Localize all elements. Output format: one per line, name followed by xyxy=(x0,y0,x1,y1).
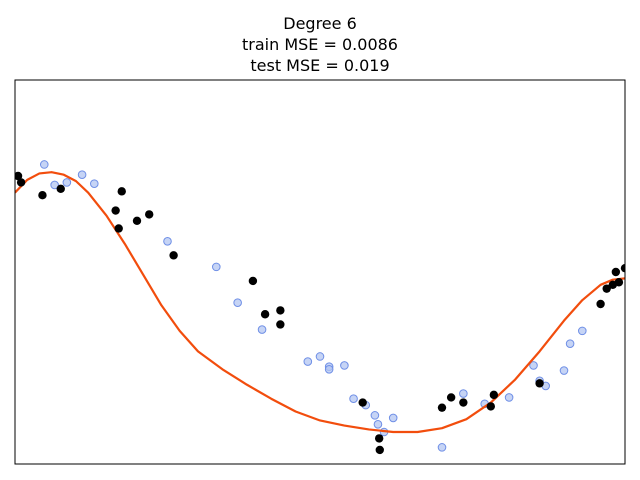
test-point xyxy=(324,364,334,374)
train-point xyxy=(486,402,495,411)
test-point xyxy=(62,178,72,187)
train-point xyxy=(145,210,154,219)
train-point xyxy=(596,299,605,309)
train-point xyxy=(489,390,499,400)
train-point xyxy=(437,403,447,412)
train-point xyxy=(358,398,367,407)
train-point xyxy=(620,263,625,273)
test-point xyxy=(373,420,383,429)
train-point xyxy=(38,191,47,200)
test-point xyxy=(504,393,514,402)
train-point xyxy=(611,267,621,277)
test-point xyxy=(529,361,538,370)
train-point xyxy=(111,206,120,215)
test-point xyxy=(459,389,468,398)
train-point xyxy=(375,445,384,455)
test-point xyxy=(303,357,313,366)
title-test-mse: test MSE = 0.019 xyxy=(250,56,389,75)
test-points-layer xyxy=(39,160,587,452)
title-train-mse: train MSE = 0.0086 xyxy=(242,35,398,54)
train-point xyxy=(260,310,270,319)
test-point xyxy=(50,180,59,190)
test-point xyxy=(315,352,325,361)
train-point xyxy=(56,184,65,193)
test-point xyxy=(77,170,87,180)
test-point xyxy=(163,236,172,246)
train-points-layer xyxy=(15,171,625,455)
test-point xyxy=(257,325,267,334)
test-point xyxy=(388,413,398,423)
test-point xyxy=(212,262,221,272)
train-point xyxy=(16,178,26,187)
train-point xyxy=(276,320,285,329)
train-point xyxy=(15,171,23,181)
test-point xyxy=(39,160,49,169)
plot-frame xyxy=(14,79,626,465)
test-point xyxy=(437,443,447,452)
test-point xyxy=(565,339,575,348)
test-point xyxy=(370,411,380,420)
test-point xyxy=(349,394,358,404)
fit-curve-layer xyxy=(15,171,625,434)
title-degree: Degree 6 xyxy=(283,14,357,33)
train-point xyxy=(132,216,142,225)
train-point xyxy=(374,434,384,443)
train-point xyxy=(535,379,544,388)
train-point xyxy=(248,276,258,286)
train-point xyxy=(114,224,123,233)
test-point xyxy=(233,298,242,308)
train-point xyxy=(459,398,468,407)
train-point xyxy=(602,284,611,293)
test-point xyxy=(578,326,587,336)
train-point xyxy=(117,187,126,196)
test-point xyxy=(340,361,349,370)
fit-curve xyxy=(15,171,625,434)
chart-title: Degree 6 train MSE = 0.0086 test MSE = 0… xyxy=(242,14,398,75)
train-point xyxy=(276,306,285,315)
train-point xyxy=(614,278,624,287)
train-point xyxy=(169,251,178,260)
test-point xyxy=(90,179,99,188)
test-point xyxy=(559,366,569,375)
train-point xyxy=(446,393,456,402)
